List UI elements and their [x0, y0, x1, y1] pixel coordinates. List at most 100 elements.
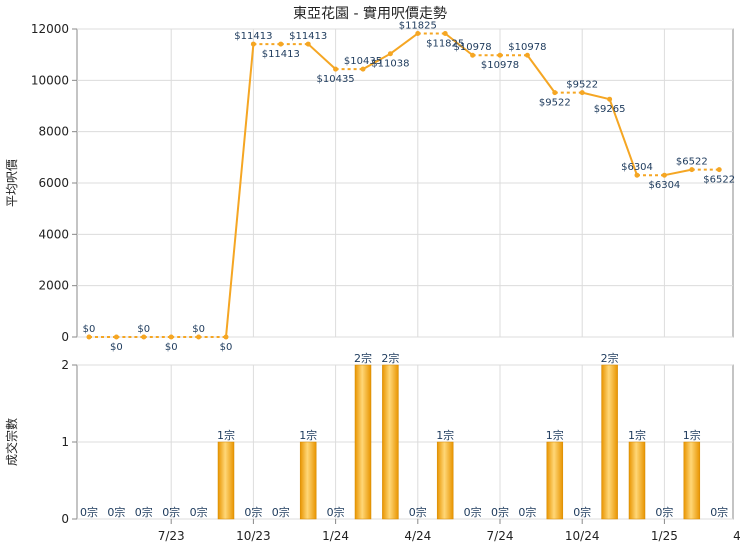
- x-axis: 7/23 10/23 1/24 4/24 7/24 10/24 1/25 4/25: [158, 519, 740, 543]
- price-data-label-4: $0: [192, 324, 205, 335]
- price-data-label-11: $11038: [371, 59, 409, 70]
- x-tick-label-3: 4/24: [404, 529, 431, 543]
- volume-bar-label-19: 2宗: [601, 351, 619, 365]
- price-data-label-18: $9522: [566, 80, 598, 91]
- volume-bar-label-23: 0宗: [710, 505, 728, 519]
- price-point-16: [524, 52, 530, 58]
- volume-bar-label-7: 0宗: [272, 505, 290, 519]
- price-tick-label-5: 10000: [31, 73, 69, 87]
- price-point-14: [470, 52, 476, 58]
- price-segment-21: [664, 168, 693, 177]
- volume-bar-label-1: 0宗: [107, 505, 125, 519]
- x-tick-label-2: 1/24: [322, 529, 349, 543]
- price-tick-label-0: 0: [61, 330, 69, 344]
- price-tick-label-6: 12000: [31, 22, 69, 36]
- volume-bar-label-22: 1宗: [683, 428, 701, 442]
- volume-bar-label-10: 2宗: [354, 351, 372, 365]
- volume-series: 0宗 0宗 0宗 0宗 0宗 1宗 0宗 0宗 1宗 0宗 2宗 2宗 0宗 1宗 0宗 0宗 0宗 1宗 0宗 2宗…: [80, 351, 728, 520]
- price-tick-label-1: 2000: [38, 279, 69, 293]
- price-data-label-1: $0: [110, 342, 123, 353]
- price-point-22: [689, 167, 695, 173]
- price-tick-label-2: 4000: [38, 227, 69, 241]
- volume-bar-label-20: 1宗: [628, 428, 646, 442]
- price-data-label-6: $11413: [234, 31, 272, 42]
- price-data-label-8: $11413: [289, 31, 327, 42]
- price-tick-label-4: 8000: [38, 125, 69, 139]
- price-segment-13: [444, 32, 474, 57]
- price-segment-11: [389, 32, 419, 55]
- x-tick-label-5: 10/24: [565, 529, 600, 543]
- x-tick-label-0: 7/23: [158, 529, 185, 543]
- price-point-23: [716, 167, 722, 173]
- volume-bar-label-14: 0宗: [464, 505, 482, 519]
- price-segment-18: [581, 91, 610, 101]
- volume-bar-label-2: 0宗: [135, 505, 153, 519]
- volume-bar-label-4: 0宗: [190, 505, 208, 519]
- price-point-4: [196, 334, 202, 340]
- price-y-axis-label: 平均呎價: [5, 159, 19, 207]
- volume-bar-13: [436, 441, 454, 520]
- price-segment-10: [362, 52, 391, 71]
- volume-bar-8: [299, 441, 317, 520]
- volume-tick-label-1: 1: [61, 435, 69, 449]
- volume-bar-label-17: 1宗: [546, 428, 564, 442]
- chart-title: 東亞花園 - 實用呎價走勢: [293, 5, 447, 22]
- price-data-label-0: $0: [83, 324, 96, 335]
- price-data-label-15: $10978: [481, 60, 519, 71]
- price-segment-5: [225, 43, 255, 338]
- price-point-9: [333, 66, 339, 72]
- volume-tick-label-2: 2: [61, 358, 69, 372]
- price-data-label-12: $11825: [399, 20, 437, 31]
- price-point-13: [442, 30, 448, 36]
- price-point-10: [360, 66, 366, 72]
- price-point-18: [579, 90, 585, 96]
- volume-bar-label-13: 1宗: [436, 428, 454, 442]
- price-data-label-22: $6522: [676, 157, 708, 168]
- price-data-label-7: $11413: [262, 49, 300, 60]
- price-data-label-23: $6522: [703, 175, 735, 186]
- volume-bar-label-18: 0宗: [573, 505, 591, 519]
- price-point-7: [278, 41, 284, 47]
- volume-grid: [77, 364, 733, 520]
- price-point-5: [223, 334, 229, 340]
- price-point-8: [305, 41, 311, 47]
- volume-bar-19: [601, 364, 618, 520]
- volume-bar-22: [683, 441, 701, 520]
- price-point-0: [86, 334, 92, 340]
- price-point-15: [497, 52, 503, 58]
- price-grid: [77, 28, 733, 338]
- price-data-label-3: $0: [165, 342, 178, 353]
- volume-bar-17: [546, 441, 564, 520]
- volume-bar-11: [382, 364, 399, 520]
- volume-bar-5: [217, 441, 235, 520]
- price-point-21: [661, 172, 667, 178]
- price-data-label-19: $9265: [594, 104, 626, 115]
- price-point-17: [552, 90, 558, 96]
- x-tick-label-7: 4/25: [733, 529, 740, 543]
- volume-y-axis-label: 成交宗數: [4, 418, 19, 466]
- price-data-label-10: $10435: [344, 56, 382, 67]
- price-data-label-14: $10978: [454, 42, 492, 53]
- price-data-label-16: $10978: [508, 42, 546, 53]
- volume-bar-label-0: 0宗: [80, 505, 98, 519]
- price-point-20: [634, 172, 640, 178]
- volume-bar-label-8: 1宗: [299, 428, 317, 442]
- price-series: $0 $0 $0 $0 $0 $0 $11413 $11413 $11413 $10435 $104…: [83, 20, 735, 353]
- volume-bar-label-11: 2宗: [381, 351, 399, 365]
- volume-tick-label-0: 0: [61, 512, 69, 526]
- volume-bar-label-12: 0宗: [409, 505, 427, 519]
- x-tick-label-4: 7/24: [487, 529, 514, 543]
- price-data-label-5: $0: [220, 342, 233, 353]
- volume-y-axis: 0 1 2: [61, 358, 77, 526]
- price-data-label-20: $6304: [621, 162, 653, 173]
- price-data-label-2: $0: [137, 324, 150, 335]
- price-data-label-21: $6304: [648, 180, 680, 191]
- x-tick-label-6: 1/25: [651, 529, 678, 543]
- volume-bar-label-5: 1宗: [217, 428, 235, 442]
- volume-bar-label-16: 0宗: [518, 505, 536, 519]
- volume-bar-label-21: 0宗: [655, 505, 673, 519]
- price-point-6: [250, 41, 256, 47]
